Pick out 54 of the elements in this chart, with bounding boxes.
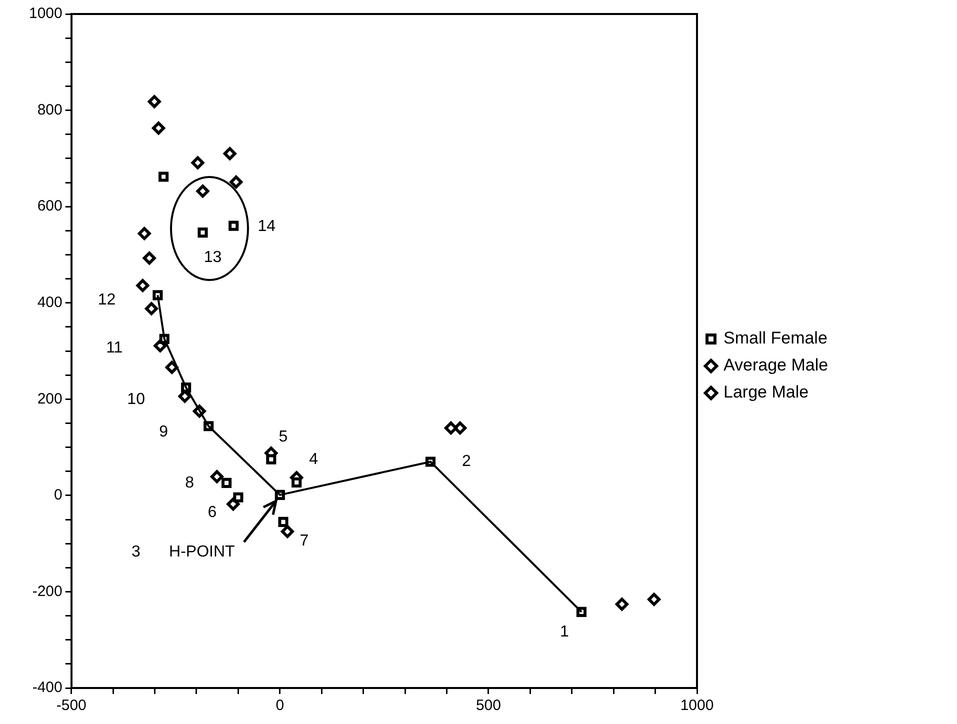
annotation: H-POINT: [169, 543, 236, 560]
x-tick-label: 1000: [680, 697, 714, 714]
legend-label: Large Male: [724, 382, 809, 402]
y-tick-label: 0: [54, 486, 62, 504]
point: [266, 454, 276, 464]
point: [144, 302, 158, 316]
annotation: 8: [185, 474, 194, 492]
point: [278, 516, 288, 527]
point: [165, 360, 178, 374]
point: [142, 252, 156, 265]
legend-label: Average Male: [724, 356, 828, 375]
point: [191, 156, 204, 170]
x-tick-label: 500: [476, 697, 501, 714]
annotation: 2: [462, 453, 472, 470]
point: [223, 147, 236, 160]
annotation: 6: [208, 504, 217, 521]
point: [228, 220, 239, 231]
y-tick-label: 200: [37, 390, 62, 408]
annotation: 14: [258, 218, 276, 236]
point: [648, 592, 661, 606]
point: [136, 279, 150, 292]
x-tick-label: -500: [56, 697, 86, 714]
y-tick-label: 400: [37, 294, 62, 311]
point: [280, 525, 294, 538]
annotation: 7: [300, 532, 309, 550]
annotation: 12: [98, 292, 116, 309]
point: [615, 598, 628, 611]
y-tick-label: -200: [32, 582, 62, 600]
annotation: 1: [560, 623, 570, 640]
point: [196, 184, 210, 198]
annotation: 5: [278, 428, 288, 446]
annotation: 4: [309, 450, 318, 468]
y-tick-label: -400: [32, 679, 62, 696]
legend-label: Small Female: [724, 328, 828, 348]
annotation: 3: [131, 543, 140, 560]
point: [152, 122, 166, 135]
annotation: 10: [127, 390, 146, 408]
point: [444, 422, 458, 435]
point: [292, 477, 302, 488]
point: [233, 492, 244, 502]
point: [148, 95, 161, 108]
point: [210, 470, 224, 484]
point: [138, 227, 151, 240]
point: [230, 176, 243, 189]
point: [158, 172, 169, 182]
annotation: 13: [204, 248, 222, 266]
annotation: 11: [106, 339, 123, 356]
y-tick-label: 800: [37, 101, 62, 118]
y-tick-label: 1000: [28, 5, 62, 22]
point: [198, 228, 208, 238]
x-tick-label: 0: [276, 697, 284, 714]
annotation: 9: [159, 424, 168, 441]
y-tick-label: 600: [37, 198, 62, 215]
point: [221, 478, 232, 488]
